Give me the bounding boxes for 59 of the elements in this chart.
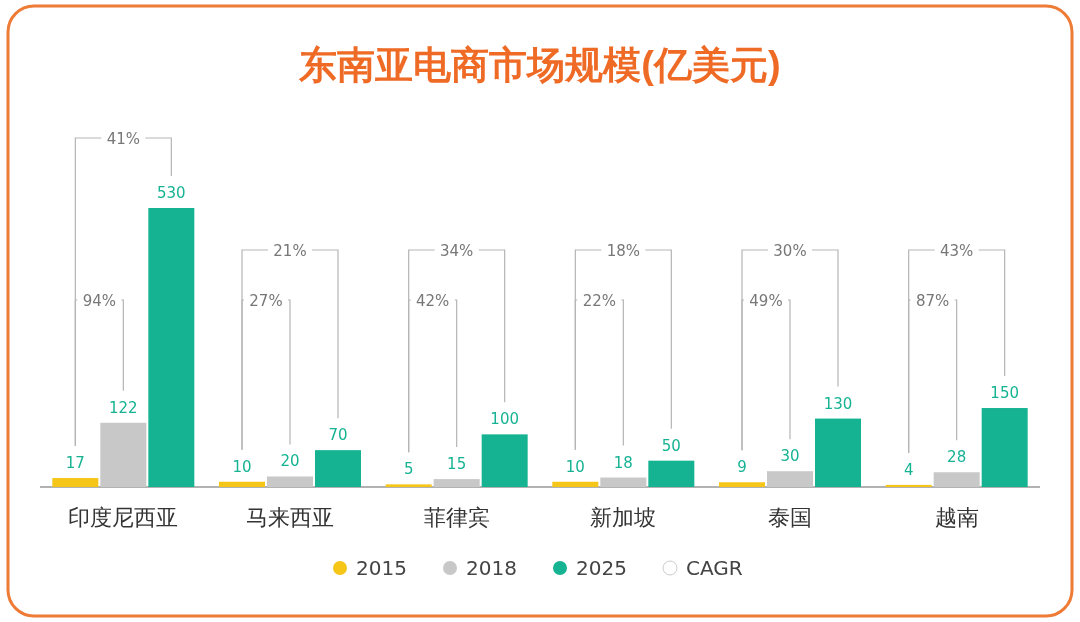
x-tick-label: 菲律宾 — [423, 505, 490, 530]
annotation: 34% — [439, 242, 474, 260]
bar — [719, 482, 765, 487]
bar — [481, 434, 528, 487]
bar — [52, 478, 99, 487]
bar — [433, 479, 480, 487]
annotation: 30% — [773, 242, 807, 260]
annotation: 42% — [415, 292, 450, 310]
x-tick-label: 马来西亚 — [246, 505, 334, 530]
bar — [767, 471, 813, 487]
data-label: 17 — [65, 454, 85, 473]
data-label: 150 — [990, 384, 1019, 403]
bar — [815, 418, 861, 487]
x-tick-label: 越南 — [934, 505, 979, 530]
annotation: 43% — [939, 242, 974, 260]
data-label: 100 — [490, 410, 519, 429]
annotation: 87% — [915, 292, 950, 310]
data-label: 18 — [613, 453, 633, 472]
bar — [552, 481, 599, 487]
data-label: 4 — [903, 460, 914, 479]
bar — [385, 484, 432, 487]
data-label: 20 — [280, 452, 300, 471]
data-label: 15 — [447, 455, 467, 474]
data-label: 10 — [565, 457, 585, 476]
data-label: 130 — [823, 394, 853, 413]
text: CAGR — [686, 556, 743, 580]
bar — [267, 476, 313, 487]
data-label: 122 — [109, 398, 138, 417]
bar — [600, 477, 647, 487]
annotation: 27% — [249, 292, 283, 310]
bar — [933, 472, 980, 487]
text: 41% — [106, 130, 141, 148]
annotation: 94% — [82, 292, 117, 310]
data-label: 30 — [780, 447, 800, 466]
bar — [100, 422, 147, 487]
annotation: 22% — [582, 292, 617, 310]
data-label: 5 — [403, 460, 414, 479]
annotation: 18% — [606, 242, 641, 260]
chart-title: 东南亚电商市场规模(亿美元) — [298, 44, 781, 86]
data-label: 50 — [661, 436, 681, 455]
data-label: 70 — [328, 426, 348, 445]
bar — [148, 208, 195, 487]
x-tick-label: 新加坡 — [590, 505, 657, 530]
bar — [648, 460, 695, 487]
bar — [981, 408, 1028, 487]
annotation: 49% — [749, 292, 783, 310]
legend-label: 2025 — [576, 556, 627, 580]
x-tick-label: 泰国 — [768, 505, 812, 530]
legend-label: 2015 — [356, 556, 407, 580]
data-label: 530 — [157, 184, 186, 202]
data-label: 9 — [737, 458, 747, 477]
x-tick-label: 印度尼西亚 — [68, 505, 179, 530]
bar — [885, 484, 932, 487]
legend-label: 2018 — [466, 556, 517, 580]
bar — [219, 481, 265, 487]
bar — [315, 450, 361, 487]
data-label: 28 — [947, 448, 967, 467]
annotation: 21% — [273, 242, 307, 260]
data-label: 10 — [232, 457, 252, 476]
